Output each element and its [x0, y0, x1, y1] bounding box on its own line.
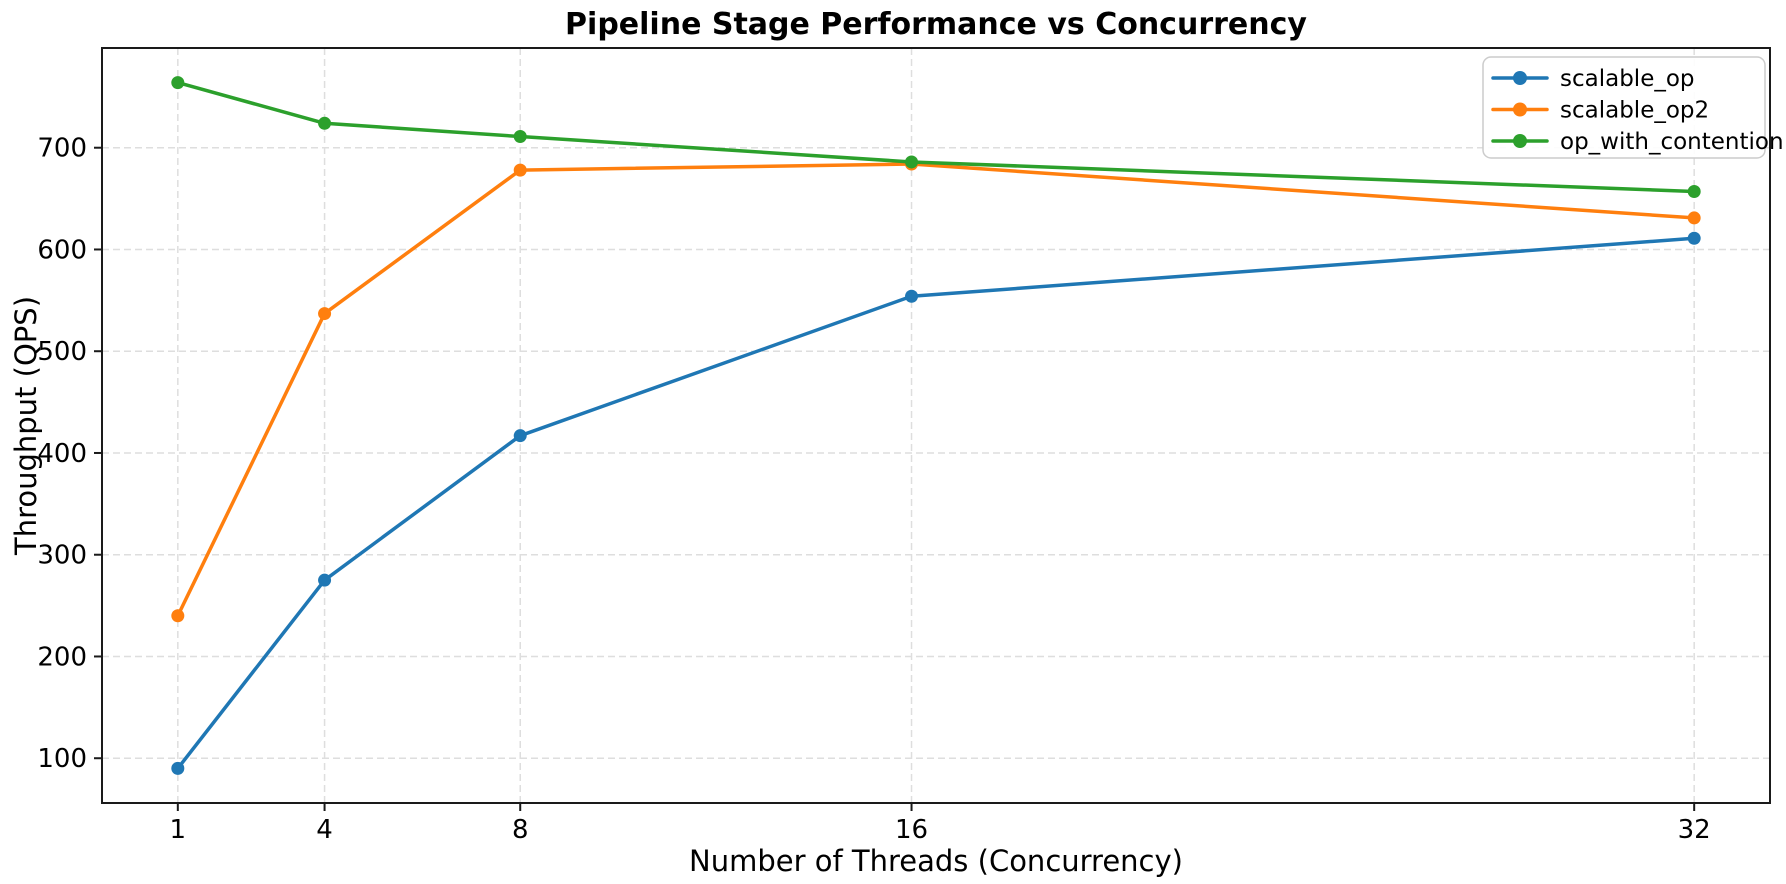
y-tick-label-200: 200	[37, 642, 87, 672]
plot-border	[101, 47, 1771, 804]
data-point-op_with_contention-x32	[1687, 184, 1701, 198]
legend-marker-op_with_contention	[1513, 134, 1527, 148]
legend-marker-scalable_op2	[1513, 102, 1527, 117]
legend-item-op_with_contention: op_with_contention	[1491, 129, 1784, 155]
legend-item-scalable_op: scalable_op	[1491, 66, 1695, 92]
data-point-scalable_op-x1	[171, 761, 185, 775]
data-point-scalable_op2-x32	[1687, 211, 1701, 225]
y-tick-label-500: 500	[37, 337, 87, 367]
data-point-scalable_op2-x8	[513, 163, 527, 177]
legend-box	[1482, 56, 1766, 159]
legend-marker-scalable_op	[1513, 71, 1527, 85]
y-tick-label-300: 300	[37, 541, 87, 571]
x-tick-label-32: 32	[1678, 815, 1711, 845]
x-tick-label-8: 8	[512, 815, 529, 845]
legend-item-scalable_op2: scalable_op2	[1491, 98, 1709, 124]
data-point-scalable_op2-x4	[318, 307, 332, 321]
data-point-scalable_op-x4	[318, 573, 332, 587]
x-tick-label-4: 4	[316, 815, 333, 845]
y-tick-label-100: 100	[37, 744, 87, 774]
legend-label-op_with_contention: op_with_contention	[1560, 129, 1784, 155]
data-point-scalable_op2-x1	[171, 609, 185, 623]
data-point-scalable_op-x16	[905, 289, 919, 303]
legend-label-scalable_op2: scalable_op2	[1560, 98, 1709, 124]
y-tick-label-400: 400	[37, 439, 87, 469]
x-axis-label: Number of Threads (Concurrency)	[689, 844, 1183, 878]
data-point-scalable_op-x32	[1687, 231, 1701, 245]
data-point-op_with_contention-x1	[171, 76, 185, 90]
data-point-scalable_op-x8	[513, 429, 527, 443]
y-tick-label-600: 600	[37, 235, 87, 265]
x-tick-label-1: 1	[170, 815, 187, 845]
data-point-op_with_contention-x8	[513, 130, 527, 144]
legend-label-scalable_op: scalable_op	[1560, 66, 1695, 92]
y-axis-label: Throughput (QPS)	[9, 296, 43, 556]
y-tick-label-700: 700	[37, 134, 87, 164]
data-point-op_with_contention-x4	[318, 116, 332, 130]
x-tick-label-16: 16	[895, 815, 928, 845]
legend: scalable_op scalable_op2 op_with_contentio…	[1482, 56, 1784, 159]
data-point-op_with_contention-x16	[905, 155, 919, 169]
chart-title: Pipeline Stage Performance vs Concurrenc…	[565, 7, 1307, 42]
